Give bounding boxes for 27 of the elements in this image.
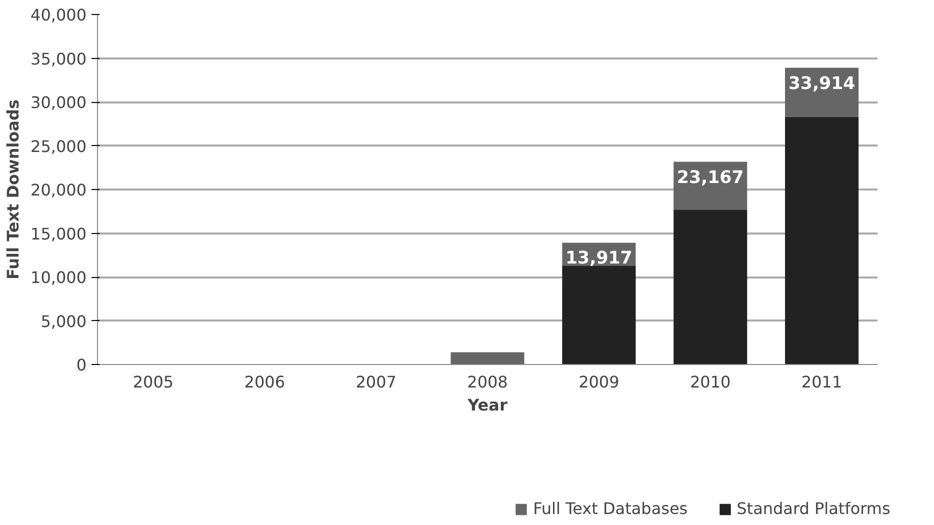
bar <box>674 210 748 364</box>
y-tick-label: 5,000 <box>40 312 87 331</box>
x-tick-label: 2006 <box>244 372 285 392</box>
y-tick-label: 0 <box>76 356 87 374</box>
total-label: 13,917 <box>565 248 632 269</box>
total-label: 33,914 <box>788 74 856 94</box>
bar <box>785 116 859 364</box>
y-axis-title: Full Text Downloads <box>4 100 23 280</box>
x-tick-label: 2005 <box>132 372 174 392</box>
bar <box>562 266 636 364</box>
x-axis-title: Year <box>466 396 508 414</box>
y-tick-label: 15,000 <box>30 224 86 244</box>
y-tick-label: 25,000 <box>30 136 86 156</box>
total-label: 23,167 <box>676 168 744 188</box>
x-tick-label: 2007 <box>356 372 396 392</box>
x-tick-label: 2010 <box>690 372 731 392</box>
y-tick-label: 40,000 <box>30 6 86 24</box>
y-tick-label: 30,000 <box>30 93 86 112</box>
bar <box>450 352 524 364</box>
x-tick-label: 2011 <box>801 372 842 392</box>
y-tick-label: 10,000 <box>30 268 86 287</box>
y-tick-label: 20,000 <box>30 180 86 200</box>
x-tick-label: 2009 <box>578 372 620 392</box>
x-tick-label: 2008 <box>467 372 508 392</box>
legend-label: Standard Platforms <box>736 499 890 518</box>
y-tick-label: 35,000 <box>30 49 86 68</box>
legend-label: Full Text Databases <box>533 499 688 518</box>
